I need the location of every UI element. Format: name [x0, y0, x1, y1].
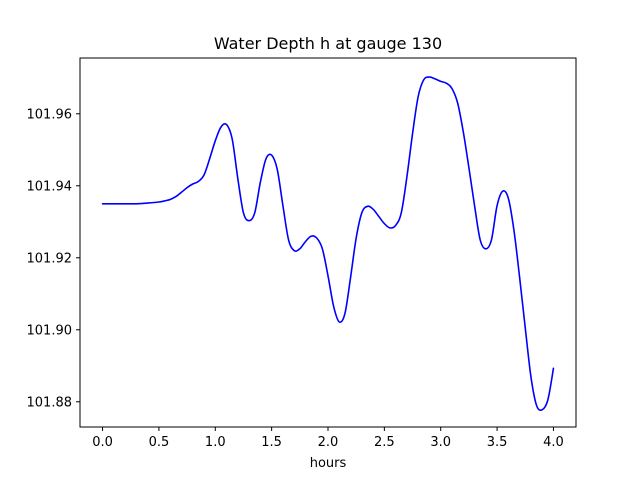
x-axis-label: hours	[310, 456, 347, 471]
x-tick-label: 2.0	[318, 435, 339, 450]
x-tick-label: 3.5	[487, 435, 508, 450]
x-tick-label: 2.5	[374, 435, 395, 450]
y-axis: 101.88 101.90 101.92 101.94 101.96	[27, 107, 80, 410]
x-tick-label: 0.0	[92, 435, 113, 450]
y-tick-label: 101.94	[27, 179, 73, 194]
x-tick-label: 4.0	[543, 435, 564, 450]
y-tick-label: 101.92	[27, 251, 73, 266]
chart-title: Water Depth h at gauge 130	[214, 34, 442, 53]
series-layer	[101, 76, 555, 412]
y-tick-label: 101.88	[27, 395, 73, 410]
y-tick-label: 101.90	[27, 323, 73, 338]
x-axis: 0.0 0.5 1.0 1.5 2.0 2.5 3.0 3.5 4.0	[92, 427, 564, 450]
x-tick-label: 0.5	[149, 435, 170, 450]
series-line-0	[101, 76, 555, 412]
y-tick-label: 101.96	[27, 107, 73, 122]
x-tick-label: 1.0	[205, 435, 226, 450]
x-tick-label: 3.0	[430, 435, 451, 450]
x-tick-label: 1.5	[261, 435, 282, 450]
